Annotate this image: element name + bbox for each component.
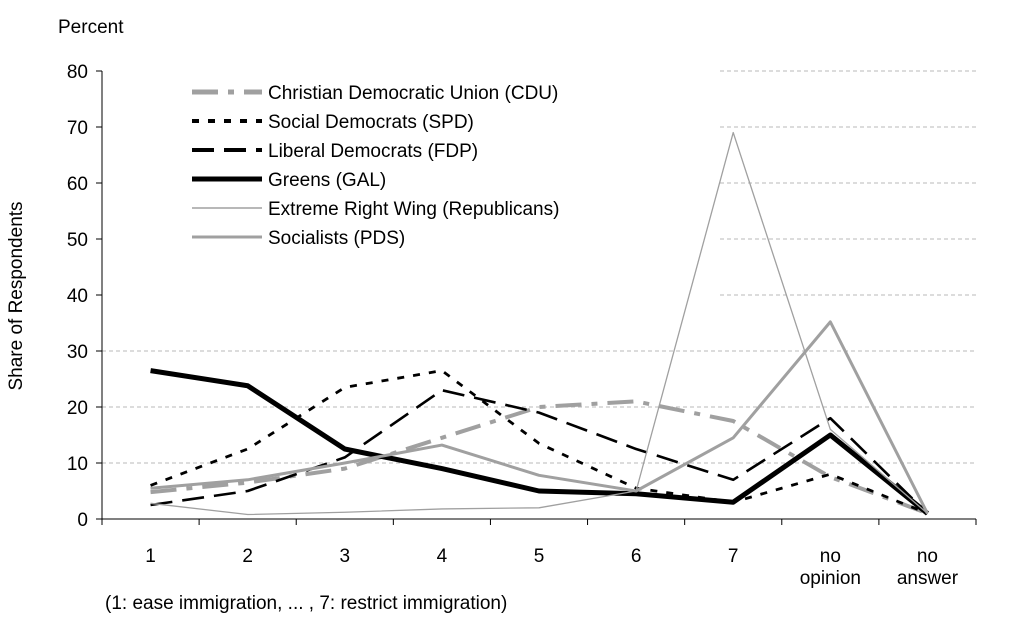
series-line-5 xyxy=(150,320,929,515)
y-tick-label: 70 xyxy=(67,118,88,139)
x-axis-title: (1: ease immigration, ... , 7: restrict … xyxy=(105,593,507,614)
y-tick-label: 80 xyxy=(67,62,88,83)
data-point xyxy=(440,467,444,471)
data-point xyxy=(634,399,638,403)
legend-label: Christian Democratic Union (CDU) xyxy=(268,83,558,104)
y-axis: 0 10 20 30 40 50 60 70 80 xyxy=(67,62,102,531)
legend-label: Socialists (PDS) xyxy=(268,228,405,249)
series-line-3 xyxy=(150,368,930,516)
data-point xyxy=(731,478,735,482)
axes xyxy=(101,71,976,520)
data-point xyxy=(149,486,153,490)
x-tick-label: 1 xyxy=(145,546,156,567)
series-line-1 xyxy=(150,369,928,515)
x-tick-label: no xyxy=(820,546,841,567)
y-axis-title: Share of Respondents xyxy=(6,201,27,390)
data-point xyxy=(149,369,153,373)
data-point xyxy=(149,490,153,494)
x-tick-label: 7 xyxy=(728,546,739,567)
series-line-0 xyxy=(150,399,929,516)
x-tick-label: 5 xyxy=(534,546,545,567)
x-tick-label: 3 xyxy=(339,546,350,567)
legend-label: Social Democrats (SPD) xyxy=(268,112,474,133)
data-point xyxy=(537,405,541,409)
data-point xyxy=(149,501,153,505)
data-point xyxy=(246,447,250,451)
y-tick-label: 30 xyxy=(67,342,88,363)
legend-label: Greens (GAL) xyxy=(268,170,386,191)
data-point xyxy=(343,385,347,389)
x-tick-label: 2 xyxy=(242,546,253,567)
series-layer xyxy=(149,131,930,517)
y-tick-label: 50 xyxy=(67,230,88,251)
data-point xyxy=(246,478,250,482)
data-point xyxy=(440,507,444,511)
data-point xyxy=(440,388,444,392)
data-point xyxy=(828,320,832,324)
data-point xyxy=(828,416,832,420)
data-point xyxy=(343,447,347,451)
x-tick-label: no xyxy=(917,546,938,567)
data-point xyxy=(537,506,541,510)
x-tick-label: answer xyxy=(897,568,959,589)
data-point xyxy=(537,411,541,415)
legend-label: Liberal Democrats (FDP) xyxy=(268,141,478,162)
x-tick-label: 4 xyxy=(437,546,448,567)
data-point xyxy=(246,489,250,493)
data-point xyxy=(343,467,347,471)
legend-label: Extreme Right Wing (Republicans) xyxy=(268,199,559,220)
data-point xyxy=(731,500,735,504)
data-point xyxy=(731,436,735,440)
data-point xyxy=(440,369,444,373)
data-point xyxy=(246,513,250,517)
y-tick-label: 0 xyxy=(77,510,88,531)
series-line-2 xyxy=(150,388,929,515)
legend: Christian Democratic Union (CDU) Social D… xyxy=(192,83,559,249)
data-point xyxy=(343,461,347,465)
data-point xyxy=(828,472,832,476)
y-tick-label: 10 xyxy=(67,454,88,475)
unit-label: Percent xyxy=(58,17,124,38)
data-point xyxy=(925,511,929,515)
y-tick-label: 20 xyxy=(67,398,88,419)
data-point xyxy=(440,436,444,440)
data-point xyxy=(246,384,250,388)
data-point xyxy=(537,441,541,445)
data-point xyxy=(343,510,347,514)
y-tick-label: 60 xyxy=(67,174,88,195)
data-point xyxy=(634,447,638,451)
data-point xyxy=(828,433,832,437)
data-point xyxy=(731,419,735,423)
series-line-4 xyxy=(150,131,928,516)
gridlines xyxy=(102,70,976,464)
y-tick-label: 40 xyxy=(67,286,88,307)
data-point xyxy=(731,131,735,135)
data-point xyxy=(828,427,832,431)
data-point xyxy=(537,473,541,477)
x-tick-label: opinion xyxy=(800,568,861,589)
x-tick-label: 6 xyxy=(631,546,642,567)
data-point xyxy=(440,443,444,447)
data-point xyxy=(343,455,347,459)
data-point xyxy=(537,489,541,493)
data-point xyxy=(634,489,638,493)
